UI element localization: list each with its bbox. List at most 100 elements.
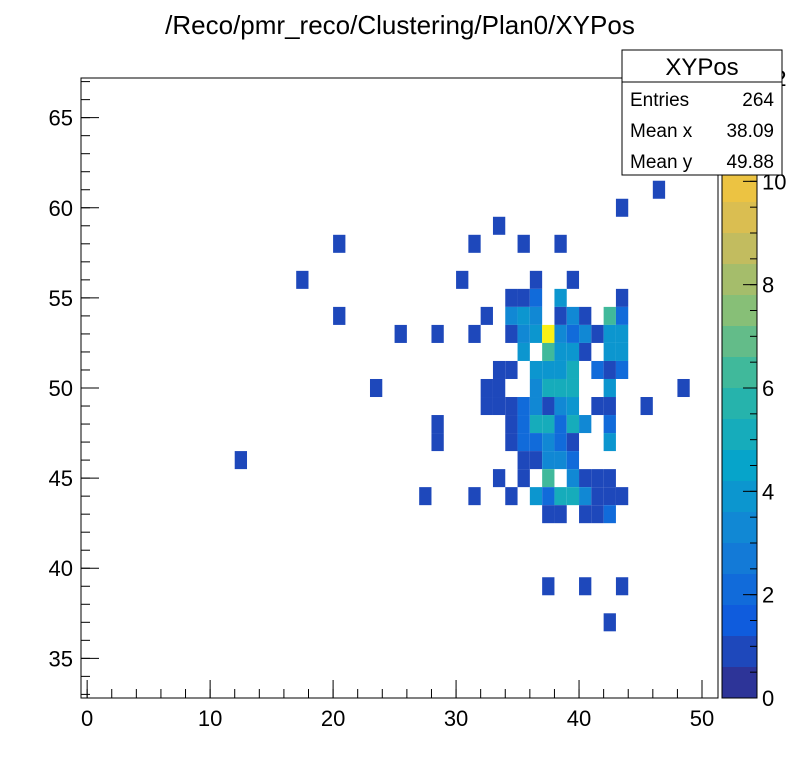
cell xyxy=(554,324,567,343)
y-tick-label: 50 xyxy=(49,376,73,401)
cell xyxy=(603,469,616,488)
cell xyxy=(517,415,530,434)
cell xyxy=(394,324,407,343)
cell xyxy=(554,487,567,506)
y-tick-label: 55 xyxy=(49,286,73,311)
palette-band xyxy=(722,667,757,698)
palette-band xyxy=(722,326,757,357)
cell xyxy=(517,342,530,361)
cell xyxy=(517,288,530,307)
cell xyxy=(579,487,592,506)
palette-bar: 024681012 xyxy=(721,66,786,711)
cell xyxy=(554,397,567,416)
x-tick-label: 0 xyxy=(81,706,93,731)
cell xyxy=(566,415,580,434)
cell xyxy=(554,234,567,253)
cell xyxy=(603,415,616,434)
cell xyxy=(505,397,518,416)
palette-band xyxy=(722,481,757,512)
cell xyxy=(566,378,580,398)
cell xyxy=(603,306,616,325)
cell xyxy=(603,397,616,416)
palette-band xyxy=(722,264,757,295)
cell xyxy=(554,451,567,470)
cell xyxy=(529,433,543,452)
cell xyxy=(566,433,580,452)
cell xyxy=(517,451,530,470)
cell xyxy=(505,360,518,379)
cell xyxy=(456,270,469,289)
palette-band xyxy=(722,202,757,233)
cell xyxy=(369,378,383,398)
cell xyxy=(566,487,580,506)
cell xyxy=(529,324,543,343)
stats-box: XYPos Entries 264 Mean x 38.09 Mean y 49.88 xyxy=(621,49,783,176)
cell xyxy=(492,397,506,416)
cell xyxy=(566,397,580,416)
cell xyxy=(615,577,629,596)
cell xyxy=(615,342,629,361)
cell xyxy=(505,324,518,343)
cell xyxy=(579,469,592,488)
cell xyxy=(603,433,616,452)
palette-band xyxy=(722,543,757,574)
cell xyxy=(542,451,555,470)
cell xyxy=(579,306,592,325)
cell xyxy=(529,415,543,434)
cell xyxy=(554,433,567,452)
cell xyxy=(505,487,518,506)
y-tick-label: 60 xyxy=(49,196,73,221)
cell xyxy=(468,324,481,343)
cell xyxy=(591,469,604,488)
cell xyxy=(517,234,530,253)
stats-value: 264 xyxy=(742,90,774,111)
cell xyxy=(603,378,616,398)
cell xyxy=(591,487,604,506)
cell xyxy=(468,487,481,506)
cell xyxy=(554,306,567,325)
axes: 0 10 20 30 40 50 35 40 45 50 55 60 65 xyxy=(49,81,714,731)
palette-band xyxy=(722,171,757,202)
cell xyxy=(505,306,518,325)
cell xyxy=(579,324,592,343)
cell xyxy=(566,270,580,289)
cell xyxy=(517,324,530,343)
cell xyxy=(603,487,616,506)
cell xyxy=(505,433,518,452)
cell xyxy=(615,360,629,379)
stats-label: Mean y xyxy=(630,152,693,173)
cell xyxy=(468,234,481,253)
cell xyxy=(591,324,604,343)
cell xyxy=(542,433,555,452)
cell xyxy=(542,342,555,361)
palette-band xyxy=(722,512,757,543)
cell xyxy=(554,288,567,307)
cell xyxy=(234,451,248,470)
cell xyxy=(529,288,543,307)
cell xyxy=(505,415,518,434)
cell xyxy=(517,397,530,416)
cell xyxy=(492,360,506,379)
cell xyxy=(554,360,567,379)
z-tick-label: 2 xyxy=(762,583,774,608)
cell xyxy=(542,415,555,434)
cell xyxy=(492,469,506,488)
cell xyxy=(517,469,530,488)
cell xyxy=(579,577,592,596)
cell xyxy=(542,469,555,488)
cell xyxy=(677,378,690,398)
cell xyxy=(615,288,629,307)
stats-label: Mean x xyxy=(630,121,693,142)
palette-band xyxy=(722,636,757,667)
cell xyxy=(615,198,629,217)
cell xyxy=(517,433,530,452)
cell xyxy=(615,324,629,343)
cell xyxy=(603,505,616,524)
cell xyxy=(542,487,555,506)
cell xyxy=(529,270,543,289)
chart-title: /Reco/pmr_reco/Clustering/Plan0/XYPos xyxy=(165,10,635,40)
palette-band xyxy=(722,388,757,419)
cell xyxy=(419,487,432,506)
stats-frame xyxy=(621,49,783,176)
